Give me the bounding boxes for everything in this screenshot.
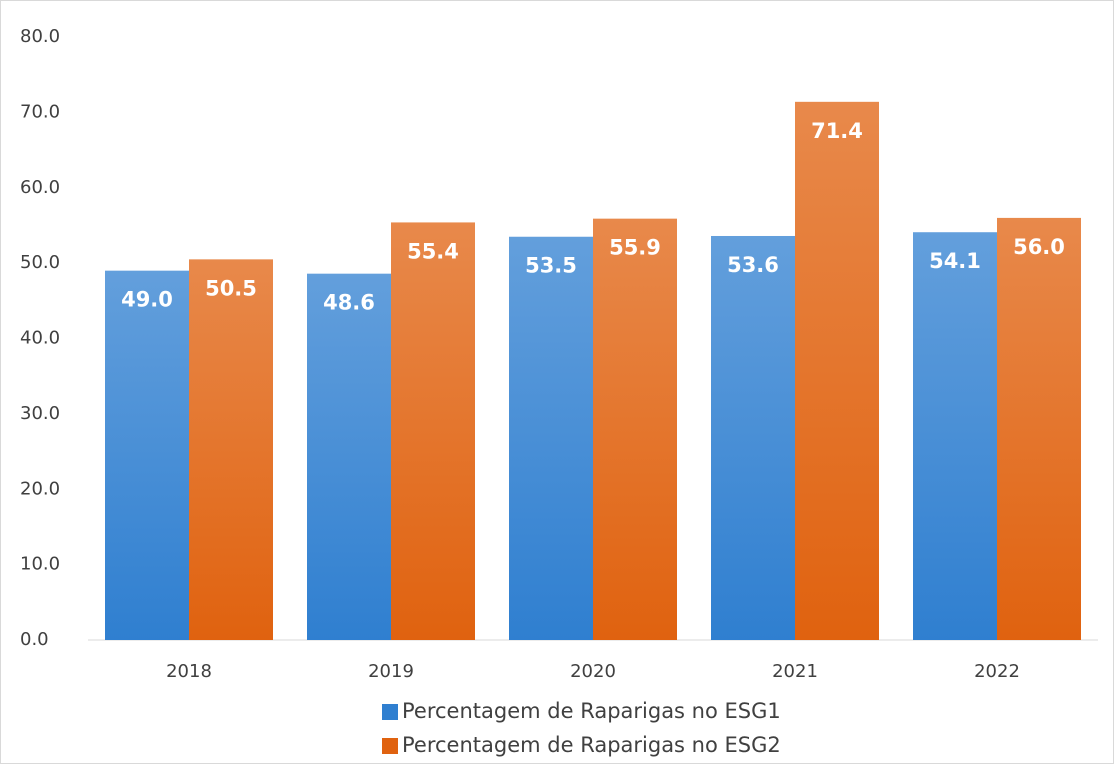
x-tick-label: 2019	[368, 661, 414, 682]
value-label: 55.9	[609, 236, 661, 260]
legend-label: Percentagem de Raparigas no ESG2	[402, 733, 781, 757]
x-tick-label: 2020	[570, 661, 616, 682]
legend-swatch	[382, 738, 398, 754]
y-tick-label: 50.0	[20, 252, 60, 273]
bar	[307, 273, 391, 640]
y-tick-label: 80.0	[20, 26, 60, 47]
bar	[711, 235, 795, 641]
value-label: 53.5	[525, 254, 577, 278]
bar	[997, 217, 1081, 640]
value-label: 48.6	[323, 291, 375, 315]
value-label: 71.4	[811, 119, 863, 143]
value-label: 50.5	[205, 276, 257, 300]
value-label: 53.6	[727, 253, 779, 277]
legend-swatch	[382, 704, 398, 720]
bar	[913, 232, 997, 640]
x-tick-label: 2018	[166, 661, 212, 682]
x-tick-label: 2022	[974, 661, 1020, 682]
bar	[795, 101, 879, 640]
y-tick-label: 60.0	[20, 177, 60, 198]
y-tick-label: 40.0	[20, 328, 60, 349]
bar	[105, 270, 189, 640]
value-label: 55.4	[407, 239, 459, 263]
bar	[391, 222, 475, 641]
bar	[593, 218, 677, 640]
y-tick-label: 30.0	[20, 403, 60, 424]
y-tick-label: 10.0	[20, 554, 60, 575]
y-tick-label: 20.0	[20, 478, 60, 499]
x-tick-label: 2021	[772, 661, 818, 682]
bar	[189, 259, 273, 640]
y-tick-label: 70.0	[20, 101, 60, 122]
value-label: 49.0	[121, 288, 173, 312]
y-tick-label: 0.0	[20, 629, 49, 650]
value-label: 56.0	[1013, 235, 1065, 259]
bar	[509, 236, 593, 640]
value-label: 54.1	[929, 249, 981, 273]
legend-label: Percentagem de Raparigas no ESG1	[402, 699, 781, 723]
